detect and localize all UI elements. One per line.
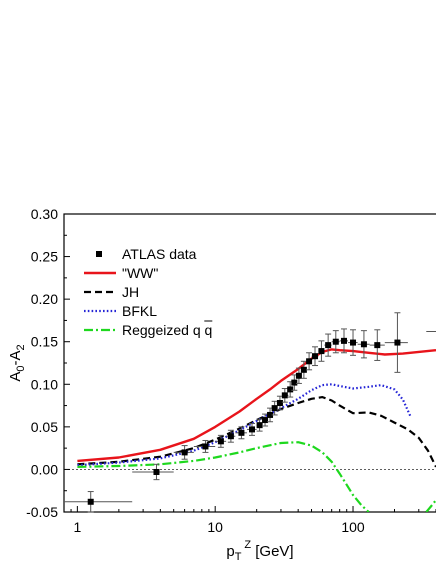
data-marker (238, 429, 245, 436)
legend-label: "WW" (122, 265, 158, 281)
data-point (215, 434, 227, 448)
legend-item: "WW" (84, 265, 158, 281)
legend-label: ATLAS data (122, 246, 197, 262)
data-point (357, 330, 370, 359)
data-marker (181, 449, 188, 456)
legend-label: BFKL (122, 303, 157, 319)
data-marker (267, 411, 274, 418)
data-point (369, 329, 385, 361)
y-tick-label: 0.20 (31, 291, 58, 307)
legend-item: BFKL (84, 303, 157, 319)
data-marker (394, 339, 401, 346)
y-tick-label: 0.30 (31, 206, 58, 222)
data-point (306, 352, 313, 371)
data-point (256, 418, 263, 432)
data-point (339, 328, 349, 354)
legend-item: Reggeized q q (84, 320, 213, 338)
x-axis-label: pT Z [GeV] (226, 539, 293, 563)
data-point (64, 491, 133, 513)
data-point (300, 360, 307, 379)
data-marker (271, 405, 278, 412)
y-tick-label: 0.25 (31, 249, 58, 265)
series-line (425, 499, 436, 512)
data-point (193, 439, 216, 453)
legend-item: ATLAS data (96, 246, 197, 262)
data-marker (350, 339, 357, 346)
data-marker (295, 372, 302, 379)
y-tick-label: -0.05 (26, 504, 58, 520)
data-point (331, 330, 340, 354)
series-line (77, 441, 370, 512)
data-point (384, 312, 408, 373)
data-point (281, 388, 289, 403)
y-axis-label: A0-A2 (7, 344, 27, 381)
data-marker (312, 353, 319, 360)
data-point (271, 400, 278, 416)
data-point (226, 429, 236, 443)
x-tick-label: 1 (73, 519, 81, 535)
data-marker (360, 341, 367, 348)
legend-item: JH (84, 284, 139, 300)
data-point (235, 426, 247, 440)
data-marker (306, 358, 313, 365)
series-layer (77, 348, 436, 512)
data-marker (281, 392, 288, 399)
data-point (348, 329, 358, 356)
data-marker (227, 433, 234, 440)
y-tick-label: 0.10 (31, 376, 58, 392)
series-line (77, 383, 412, 467)
y-tick-label: 0.15 (31, 334, 58, 350)
data-marker (325, 342, 332, 349)
axes-layer: -0.05 0.00 0.05 0.10 0.15 0.20 0.25 0.30 1 10 100 (26, 206, 436, 535)
x-tick-label: 100 (341, 519, 365, 535)
data-marker (276, 400, 283, 407)
data-point (311, 346, 319, 367)
data-marker (256, 422, 263, 429)
y-tick-label: 0.00 (31, 461, 58, 477)
legend-label: Reggeized q q (122, 322, 212, 338)
data-point (291, 374, 298, 391)
x-tick-label: 10 (207, 519, 223, 535)
data-point (173, 445, 194, 460)
data-marker (291, 379, 298, 386)
legend: ATLAS data "WW" JH BFKL Reggeized q q (84, 246, 213, 338)
data-point (246, 422, 257, 436)
data-marker (87, 498, 94, 505)
plot-frame (63, 213, 436, 513)
y-tick-label: 0.05 (31, 419, 58, 435)
data-marker (340, 337, 347, 344)
data-marker (332, 338, 339, 345)
data-point (324, 333, 332, 357)
data-marker (202, 443, 209, 450)
series-line (77, 348, 436, 463)
legend-marker (96, 251, 102, 257)
data-marker (374, 342, 381, 349)
data-marker (287, 386, 294, 393)
data-point (132, 463, 174, 481)
data-marker (217, 438, 224, 445)
data-marker (249, 426, 256, 433)
data-marker (262, 417, 269, 424)
data-marker (318, 348, 325, 355)
legend-label: JH (122, 284, 139, 300)
series-line (77, 396, 436, 468)
data-point (318, 340, 325, 362)
data-point (267, 407, 274, 423)
data-marker (300, 366, 307, 373)
data-points-layer (64, 312, 436, 513)
data-marker (153, 468, 160, 475)
